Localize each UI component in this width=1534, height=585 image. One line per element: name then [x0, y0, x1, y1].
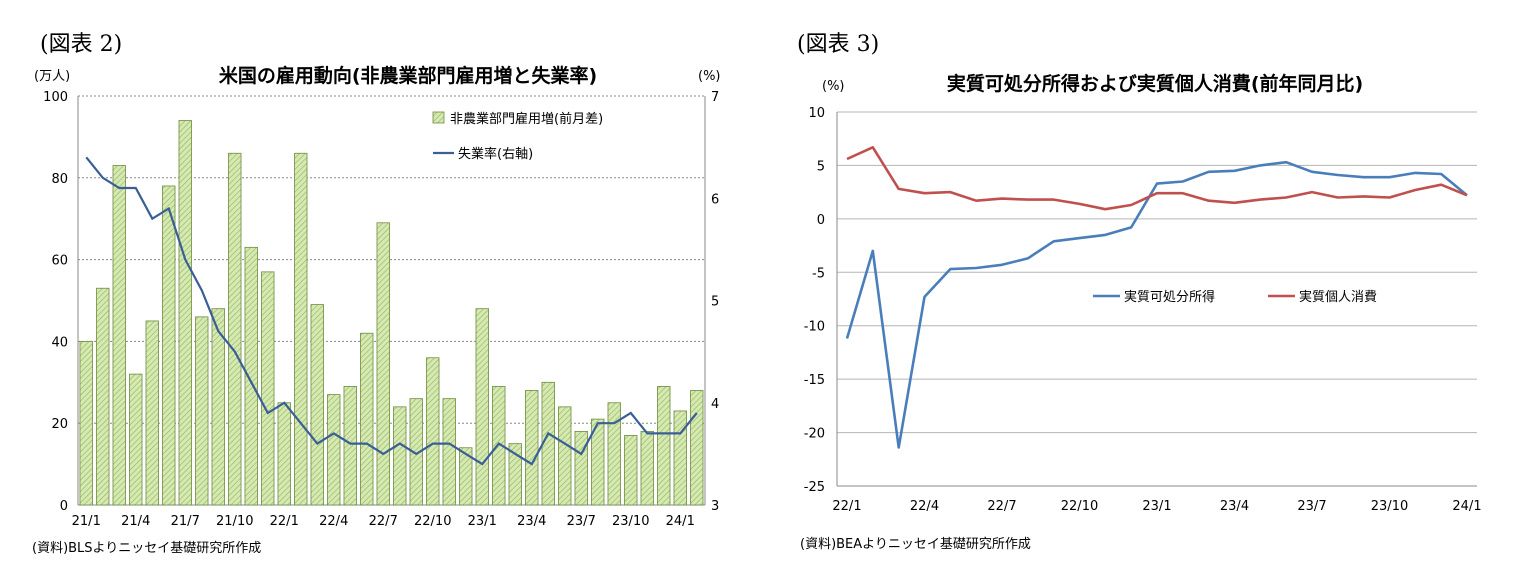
bar [96, 287, 110, 506]
x-tick-label: 23/1 [1142, 499, 1171, 514]
x-tick-label: 23/4 [517, 514, 546, 529]
legend-line-label: 失業率(右軸) [458, 146, 533, 162]
y-right-tick-label: 7 [711, 90, 719, 105]
employment-chart: 0 20 40 60 80 100 3 4 5 6 7 21/1 21/4 21/7 21/10 22/1 22… [34, 64, 721, 529]
bar [690, 390, 704, 506]
x-tick-label: 22/7 [369, 514, 398, 529]
y-right-tick-label: 4 [711, 397, 719, 412]
x-tick-label: 23/10 [1371, 499, 1408, 514]
bar [129, 373, 143, 506]
y-tick-label: 10 [808, 106, 825, 121]
bar [244, 246, 258, 506]
bar [624, 435, 638, 506]
chart-title: 米国の雇用動向(非農業部門雇用増と失業率) [219, 64, 597, 87]
consumption-line [846, 146, 1468, 211]
bar [112, 165, 126, 506]
bar [277, 402, 291, 506]
x-tick-label: 21/7 [171, 514, 200, 529]
bar [558, 406, 572, 506]
legend-bar-label: 非農業部門雇用増(前月差) [450, 111, 603, 127]
bar [442, 398, 456, 506]
bar [195, 316, 209, 506]
x-tick-label: 24/1 [1452, 499, 1481, 514]
bar [145, 320, 159, 506]
y-left-tick-label: 60 [51, 254, 68, 269]
bar [492, 385, 506, 506]
bar [79, 340, 93, 506]
x-tick-label: 21/4 [121, 514, 150, 529]
bar [376, 222, 390, 506]
bar [640, 430, 654, 506]
y-left-tick-label: 100 [43, 90, 68, 105]
y-right-tick-label: 5 [711, 295, 719, 310]
x-tick-label: 22/7 [987, 499, 1016, 514]
bar [162, 185, 176, 506]
x-tick-label: 23/7 [1297, 499, 1326, 514]
y-left-tick-label: 80 [51, 172, 68, 187]
x-tick-label: 23/10 [612, 514, 649, 529]
legend-bar-swatch [432, 111, 445, 124]
y-tick-label: 5 [817, 159, 825, 174]
y-right-tick-label: 6 [711, 192, 719, 207]
bar [261, 271, 275, 506]
figure-2-source: (資料)BLSよりニッセイ基礎研究所作成 [32, 541, 262, 556]
bar [294, 152, 308, 506]
y-left-tick-label: 20 [51, 417, 68, 432]
disposable-income-line [845, 160, 1468, 449]
bar [426, 357, 440, 506]
y-tick-label: -25 [804, 480, 825, 495]
y-right-tick-label: 3 [711, 499, 719, 514]
bar [409, 398, 423, 506]
y-tick-label: -5 [812, 266, 825, 281]
bar [673, 410, 687, 506]
bar [310, 304, 324, 506]
x-tick-label: 21/10 [216, 514, 253, 529]
bar [607, 402, 621, 506]
bar [393, 406, 407, 506]
chart-title: 実質可処分所得および実質個人消費(前年同月比) [947, 72, 1363, 95]
bar [178, 120, 192, 506]
x-tick-label: 22/10 [414, 514, 451, 529]
bar [657, 385, 671, 506]
x-tick-label: 22/1 [832, 499, 861, 514]
bar [343, 385, 357, 506]
x-tick-label: 21/1 [72, 514, 101, 529]
bar [228, 152, 242, 506]
bar [360, 332, 374, 506]
figure-3-source: (資料)BEAよりニッセイ基礎研究所作成 [800, 537, 1031, 552]
x-tick-label: 24/1 [666, 514, 695, 529]
x-tick-label: 22/4 [319, 514, 348, 529]
y-left-tick-label: 40 [51, 335, 68, 350]
x-tick-label: 23/7 [567, 514, 596, 529]
x-tick-label: 23/1 [468, 514, 497, 529]
bar [459, 447, 473, 506]
unemployment-line [85, 156, 698, 466]
y-unit: (%) [822, 79, 845, 94]
figure-3-label: (図表 3) [797, 32, 880, 57]
bar [574, 430, 588, 506]
bar [327, 394, 341, 506]
y-tick-label: -10 [804, 320, 825, 335]
bar [525, 390, 539, 506]
y-tick-label: 0 [817, 213, 825, 228]
legend-consumption-label: 実質個人消費 [1299, 289, 1377, 305]
x-tick-label: 22/1 [270, 514, 299, 529]
bar [211, 308, 225, 506]
y-tick-label: -15 [804, 373, 825, 388]
y-left-tick-label: 0 [60, 499, 68, 514]
figure-2-label: (図表 2) [40, 32, 123, 57]
x-tick-label: 22/10 [1061, 499, 1098, 514]
x-tick-label: 23/4 [1220, 499, 1249, 514]
y-left-unit: (万人) [34, 69, 70, 84]
x-tick-label: 22/4 [910, 499, 939, 514]
bar [508, 443, 522, 506]
bar [591, 418, 605, 506]
y-tick-label: -20 [804, 427, 825, 442]
y-right-unit: (%) [698, 69, 721, 84]
legend-income-label: 実質可処分所得 [1124, 289, 1215, 305]
bar [475, 308, 489, 506]
